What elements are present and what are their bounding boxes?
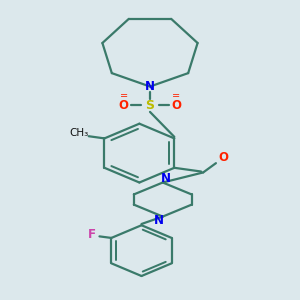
- Text: CH₃: CH₃: [69, 128, 88, 138]
- Text: O: O: [219, 151, 229, 164]
- Text: =: =: [120, 92, 128, 101]
- Text: N: N: [154, 214, 164, 227]
- Text: O: O: [119, 99, 129, 112]
- Text: O: O: [171, 99, 181, 112]
- Text: =: =: [172, 92, 180, 101]
- Text: S: S: [146, 99, 154, 112]
- Text: N: N: [161, 172, 171, 185]
- Text: N: N: [145, 80, 155, 93]
- Text: F: F: [88, 228, 96, 241]
